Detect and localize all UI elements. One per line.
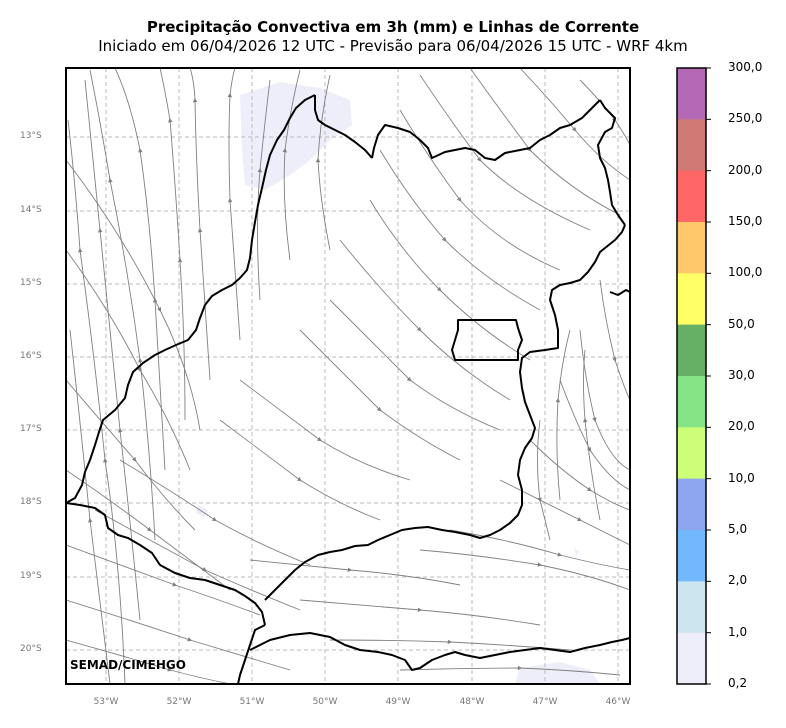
colorbar-segment [677, 222, 706, 274]
colorbar-segment [677, 273, 706, 326]
state-borders [66, 94, 630, 684]
colorbar-segment [677, 119, 706, 172]
colorbar-segment [677, 427, 706, 480]
colorbar-segment [677, 581, 706, 634]
longitude-label: 47°W [532, 697, 558, 707]
colorbar-segment [677, 170, 706, 223]
longitude-label: 49°W [385, 697, 411, 707]
credit-label: SEMAD/CIMEHGO [70, 658, 186, 672]
longitude-label: 50°W [312, 697, 338, 707]
colorbar-label: 100,0 [728, 265, 763, 280]
colorbar-segment [677, 632, 706, 685]
colorbar-label: 20,0 [728, 419, 755, 434]
colorbar-segment [677, 324, 706, 377]
colorbar-label: 10,0 [728, 470, 755, 485]
colorbar [676, 67, 711, 685]
latitude-label: 16°S [20, 351, 42, 361]
colorbar-segment [677, 68, 706, 120]
colorbar-label: 50,0 [728, 316, 755, 331]
colorbar-segment [677, 478, 706, 531]
colorbar-label: 2,0 [728, 573, 748, 588]
latitude-label: 14°S [20, 205, 42, 215]
map-area [66, 68, 630, 684]
map-frame [65, 67, 631, 685]
grid-lines [66, 68, 630, 684]
colorbar-label: 0,2 [728, 676, 748, 690]
latitude-label: 13°S [20, 131, 42, 141]
colorbar-segment [677, 376, 706, 428]
latitude-label: 20°S [20, 644, 42, 654]
map-title: Precipitação Convectiva em 3h (mm) e Lin… [146, 18, 640, 36]
longitude-label: 53°W [93, 697, 119, 707]
colorbar-label: 150,0 [728, 214, 763, 228]
colorbar-label: 1,0 [728, 624, 748, 639]
colorbar-segment [677, 530, 706, 582]
longitude-label: 46°W [605, 697, 631, 707]
streamlines [66, 68, 630, 684]
longitude-label: 52°W [166, 697, 192, 707]
colorbar-label: 30,0 [728, 368, 755, 382]
map-subtitle: Iniciado em 06/04/2026 12 UTC - Previsão… [98, 37, 688, 55]
colorbar-label: 250,0 [728, 111, 763, 126]
colorbar-label: 200,0 [728, 162, 763, 177]
longitude-label: 48°W [459, 697, 485, 707]
latitude-label: 18°S [20, 497, 42, 507]
latitude-label: 15°S [20, 278, 42, 288]
longitude-label: 51°W [239, 697, 265, 707]
latitude-label: 17°S [20, 424, 42, 434]
colorbar-label: 300,0 [728, 60, 763, 74]
latitude-label: 19°S [20, 571, 42, 581]
colorbar-label: 5,0 [728, 522, 748, 536]
